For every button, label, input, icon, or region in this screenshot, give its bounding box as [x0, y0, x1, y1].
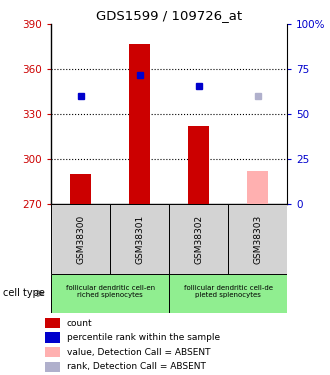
Bar [188, 126, 209, 204]
Bar [247, 171, 268, 204]
Bar [45, 333, 60, 343]
Bar [45, 318, 60, 328]
Text: cell type: cell type [3, 288, 45, 298]
Text: value, Detection Call = ABSENT: value, Detection Call = ABSENT [67, 348, 210, 357]
Text: count: count [67, 319, 92, 328]
Bar [110, 204, 169, 274]
Bar [228, 204, 287, 274]
Bar [51, 204, 110, 274]
Text: GSM38302: GSM38302 [194, 214, 203, 264]
Text: GSM38303: GSM38303 [253, 214, 262, 264]
Bar [169, 204, 228, 274]
Bar [70, 174, 91, 204]
Text: rank, Detection Call = ABSENT: rank, Detection Call = ABSENT [67, 362, 206, 371]
Text: follicular dendritic cell-de
pleted splenocytes: follicular dendritic cell-de pleted sple… [183, 285, 273, 298]
Text: percentile rank within the sample: percentile rank within the sample [67, 333, 220, 342]
Text: follicular dendritic cell-en
riched splenocytes: follicular dendritic cell-en riched sple… [66, 285, 155, 298]
Title: GDS1599 / 109726_at: GDS1599 / 109726_at [96, 9, 242, 22]
Bar [45, 347, 60, 357]
Bar [51, 274, 169, 313]
Bar [169, 274, 287, 313]
Bar [129, 44, 150, 204]
Bar [45, 362, 60, 372]
Text: GSM38301: GSM38301 [135, 214, 144, 264]
Text: GSM38300: GSM38300 [76, 214, 85, 264]
